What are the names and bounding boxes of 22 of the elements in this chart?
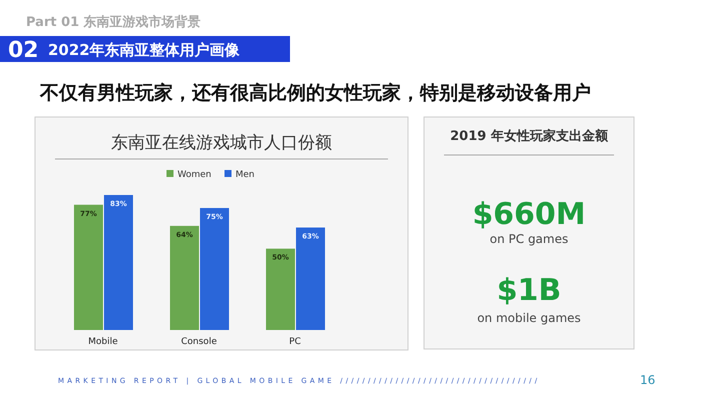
legend-label: Women xyxy=(178,170,212,180)
text: 02 xyxy=(8,38,39,63)
text: 2022年东南亚整体用户画像 xyxy=(48,41,241,59)
text: $660M xyxy=(472,197,586,232)
bar xyxy=(74,204,103,330)
legend-label: Men xyxy=(236,170,255,180)
bar xyxy=(104,195,133,330)
bar xyxy=(200,208,229,330)
bar xyxy=(170,226,199,330)
text: 16 xyxy=(640,373,656,387)
bar xyxy=(266,248,295,330)
x-tick-label: Console xyxy=(181,337,218,347)
text: on PC games xyxy=(490,232,568,246)
bar xyxy=(296,228,325,330)
text: $1B xyxy=(496,273,562,308)
text: 不仅有男性玩家，还有很高比例的女性玩家，特别是移动设备用户 xyxy=(39,82,591,104)
text: on mobile games xyxy=(477,311,581,325)
x-tick-label: PC xyxy=(289,337,301,347)
x-tick-label: Mobile xyxy=(88,337,118,347)
chart-title: 东南亚在线游戏城市人口份额 xyxy=(111,133,332,153)
text: Part 01 东南亚游戏市场背景 xyxy=(26,14,201,30)
text: 2019 年女性玩家支出金额 xyxy=(450,128,609,144)
